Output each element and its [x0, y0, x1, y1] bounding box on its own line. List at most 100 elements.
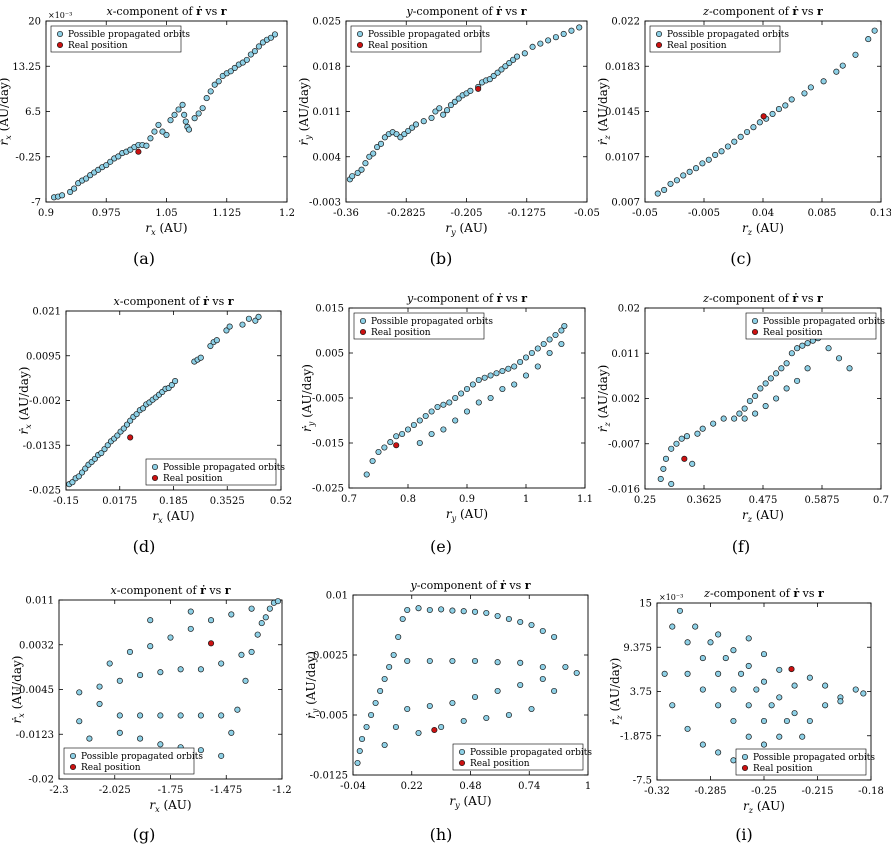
panel-caption: (h) — [430, 825, 453, 844]
orbit-point — [776, 733, 783, 740]
orbit-point — [710, 420, 717, 427]
orbit-point — [806, 717, 813, 725]
panel-caption: (i) — [735, 825, 753, 844]
orbit-point — [137, 712, 144, 719]
y-axis-unit: (AU/day) — [608, 658, 622, 716]
orbit-point — [522, 372, 530, 379]
orbit-point — [399, 430, 406, 438]
title-r: r — [817, 292, 823, 305]
orbit-point — [218, 752, 225, 759]
y-axis-unit: (AU/day) — [300, 364, 314, 422]
orbit-point — [522, 354, 530, 361]
orbit-point — [254, 631, 261, 638]
orbit-point — [715, 702, 722, 709]
orbit-point — [449, 657, 456, 665]
x-tick-label: -0.36 — [333, 208, 359, 219]
orbit-point — [499, 385, 506, 393]
orbit-point — [699, 686, 706, 693]
orbit-point — [487, 372, 494, 379]
legend-real-marker — [741, 764, 749, 772]
title-component: x — [106, 5, 113, 18]
real-position-point — [681, 455, 688, 462]
x-tick-label: 0.0175 — [102, 496, 137, 507]
orbit-point — [776, 666, 783, 673]
orbit-point — [375, 448, 382, 456]
legend-orbit-marker — [741, 753, 749, 761]
orbit-point — [744, 128, 751, 136]
orbit-point — [835, 355, 843, 362]
orbit-point — [783, 717, 790, 725]
orbit-point — [534, 363, 541, 370]
panel-caption: (g) — [133, 825, 156, 844]
title-text: -component of — [709, 5, 792, 18]
title-text: -component of — [709, 292, 792, 305]
title-component: y — [406, 292, 414, 305]
orbit-point — [358, 166, 365, 173]
orbit-point — [243, 56, 250, 63]
y-tick-label: -7.5 — [633, 776, 652, 787]
x-axis-label: rz (AU) — [742, 221, 784, 237]
y-multiplier: ×10⁻³ — [659, 593, 683, 602]
orbit-point — [546, 349, 553, 357]
x-axis-var: r — [149, 798, 156, 812]
legend-orbit-label: Possible propagated orbits — [753, 753, 875, 763]
y-axis-label: ṙy (AU/day) — [300, 364, 316, 432]
orbit-point — [692, 165, 700, 172]
orbit-point — [239, 321, 246, 328]
title-rdot: ṙ — [792, 5, 798, 18]
title-r: r — [818, 587, 824, 600]
title-text: -component of — [413, 5, 496, 18]
x-axis-unit: (AU) — [752, 508, 784, 522]
x-axis-unit: (AU) — [460, 794, 492, 808]
orbit-point — [731, 138, 738, 145]
y-tick-label: -0.0123 — [16, 730, 54, 741]
orbit-point — [460, 608, 467, 615]
legend-real-label: Real position — [753, 764, 813, 774]
y-axis-sub: z — [603, 422, 612, 428]
orbit-point — [505, 711, 512, 719]
panel-caption: (d) — [133, 537, 156, 556]
orbit-point — [415, 729, 422, 737]
orbit-point — [745, 702, 752, 709]
x-tick-label: 0.475 — [749, 495, 778, 506]
x-axis-label: ry (AU) — [445, 221, 487, 237]
orbit-point — [115, 153, 122, 160]
x-axis-var: r — [742, 508, 749, 522]
title-r: r — [228, 295, 234, 308]
orbit-point — [404, 657, 411, 665]
title-r: r — [525, 579, 531, 592]
x-axis-label: ry (AU) — [449, 794, 491, 810]
y-axis-var: ṙ — [17, 427, 31, 434]
chart-title: z-component of ṙ vs r — [702, 5, 823, 18]
real-position-point — [207, 640, 215, 647]
orbit-point — [147, 135, 154, 142]
orbit-point — [760, 717, 768, 725]
title-rdot: ṙ — [200, 584, 206, 597]
orbit-point — [143, 142, 150, 149]
orbit-point — [668, 445, 675, 452]
y-tick-label: 0.0145 — [605, 107, 640, 118]
orbit-point — [168, 381, 175, 388]
chart-panel: x-component of ṙ vs r0.9 0.975 1.05 1.125 1.… — [0, 5, 295, 268]
orbit-point — [438, 606, 445, 613]
x-tick-label: 1 — [523, 494, 529, 505]
x-axis-var: r — [445, 221, 452, 235]
y-tick-label: -0.007 — [608, 439, 640, 450]
orbit-point — [266, 605, 273, 612]
orbit-point — [686, 168, 693, 175]
orbit-point — [657, 475, 664, 482]
orbit-point — [59, 192, 66, 199]
orbit-point — [775, 106, 782, 113]
orbit-point — [750, 124, 757, 131]
y-tick-label: 0.011 — [611, 349, 640, 360]
orbit-point — [213, 337, 220, 344]
y-axis-unit: (AU/day) — [0, 78, 11, 136]
orbit-point — [661, 670, 668, 677]
orbit-point — [502, 63, 509, 70]
x-tick-label: 0.5875 — [805, 495, 840, 506]
orbit-point — [521, 50, 528, 57]
orbit-point — [499, 367, 506, 375]
x-axis-sub: x — [151, 228, 156, 237]
